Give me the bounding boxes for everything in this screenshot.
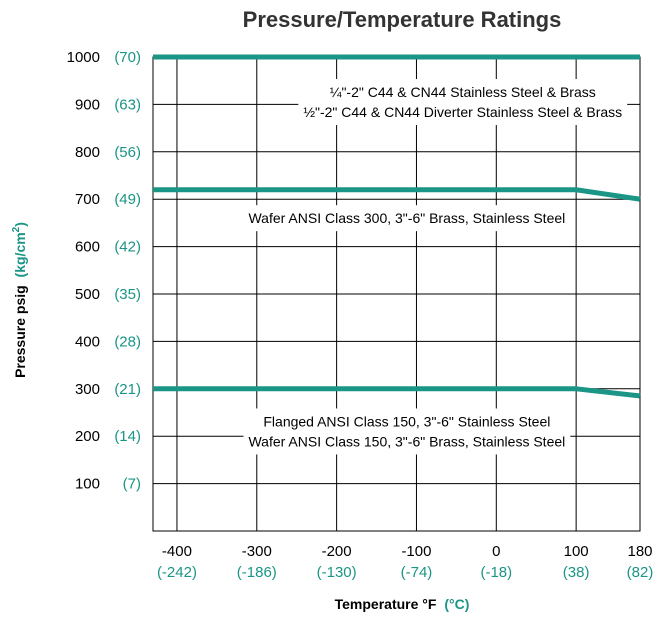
y-tick-label: 900 (75, 96, 100, 113)
y-tick-label: 200 (75, 428, 100, 445)
y-axis-unit-sup: 2 (11, 226, 22, 232)
y-tick-sublabel: (7) (123, 476, 141, 493)
grid-layer (152, 56, 641, 532)
x-tick-sublabel: (-18) (480, 564, 512, 581)
annotation-line: ¼"-2" C44 & CN44 Stainless Steel & Brass (330, 84, 596, 100)
x-tick-sublabel: (38) (563, 564, 590, 581)
x-tick-label: -200 (322, 543, 352, 560)
x-tick-sublabel: (-186) (237, 564, 277, 581)
y-tick-label: 700 (75, 191, 100, 208)
annotation: Flanged ANSI Class 150, 3"-6" Stainless … (243, 408, 571, 455)
x-axis-unit: (°C) (444, 596, 469, 612)
series-layer (153, 54, 641, 399)
x-tick-label: -300 (242, 543, 272, 560)
y-tick-label: 500 (75, 286, 100, 303)
rating-series-line (153, 386, 641, 399)
y-axis-unit: (kg/cm (12, 232, 28, 277)
y-tick-label: 1000 (67, 49, 100, 66)
x-tick-label: 0 (492, 543, 500, 560)
x-tick-label: 180 (627, 543, 652, 560)
y-tick-sublabel: (56) (114, 144, 141, 161)
x-axis-label: Temperature °F (335, 596, 437, 612)
x-tick-label: -100 (401, 543, 431, 560)
y-axis-unit-close: ) (12, 222, 28, 227)
y-tick-sublabel: (21) (114, 381, 141, 398)
x-tick-label: -400 (162, 543, 192, 560)
x-tick-sublabel: (-242) (157, 564, 197, 581)
rating-series-line (153, 187, 641, 202)
y-axis-title: Pressure psig (kg/cm2) (11, 222, 28, 378)
annotation-line: ½"-2" C44 & CN44 Diverter Stainless Stee… (303, 104, 622, 120)
y-tick-sublabel: (49) (114, 191, 141, 208)
y-tick-sublabel: (28) (114, 333, 141, 350)
annotation-line: Wafer ANSI Class 150, 3"-6" Brass, Stain… (248, 433, 565, 449)
x-axis-title: Temperature °F (°C) (335, 596, 470, 612)
y-axis-label: Pressure psig (12, 285, 28, 378)
chart-title: Pressure/Temperature Ratings (243, 7, 562, 32)
y-tick-label: 100 (75, 476, 100, 493)
y-tick-sublabel: (42) (114, 239, 141, 256)
y-tick-sublabel: (14) (114, 428, 141, 445)
y-tick-sublabel: (63) (114, 96, 141, 113)
y-tick-sublabel: (70) (114, 49, 141, 66)
annotation-line: Flanged ANSI Class 150, 3"-6" Stainless … (263, 413, 550, 429)
annotation-line: Wafer ANSI Class 300, 3"-6" Brass, Stain… (248, 210, 565, 226)
annotation-background (298, 79, 628, 126)
annotation-layer: ¼"-2" C44 & CN44 Stainless Steel & Brass… (243, 79, 628, 455)
y-tick-label: 600 (75, 239, 100, 256)
y-tick-label: 300 (75, 381, 100, 398)
x-tick-sublabel: (-130) (317, 564, 357, 581)
annotation: ¼"-2" C44 & CN44 Stainless Steel & Brass… (298, 79, 628, 126)
y-tick-label: 800 (75, 144, 100, 161)
y-tick-label: 400 (75, 333, 100, 350)
annotation-background (243, 205, 571, 232)
annotation-background (243, 408, 571, 455)
x-tick-label: 100 (564, 543, 589, 560)
x-tick-sublabel: (-74) (401, 564, 433, 581)
y-tick-sublabel: (35) (114, 286, 141, 303)
axis-label-layer: 1000 (70)900 (63)800 (56)700 (49)600 (42)500(… (67, 49, 654, 581)
annotation: Wafer ANSI Class 300, 3"-6" Brass, Stain… (243, 205, 571, 232)
x-tick-sublabel: (82) (627, 564, 654, 581)
